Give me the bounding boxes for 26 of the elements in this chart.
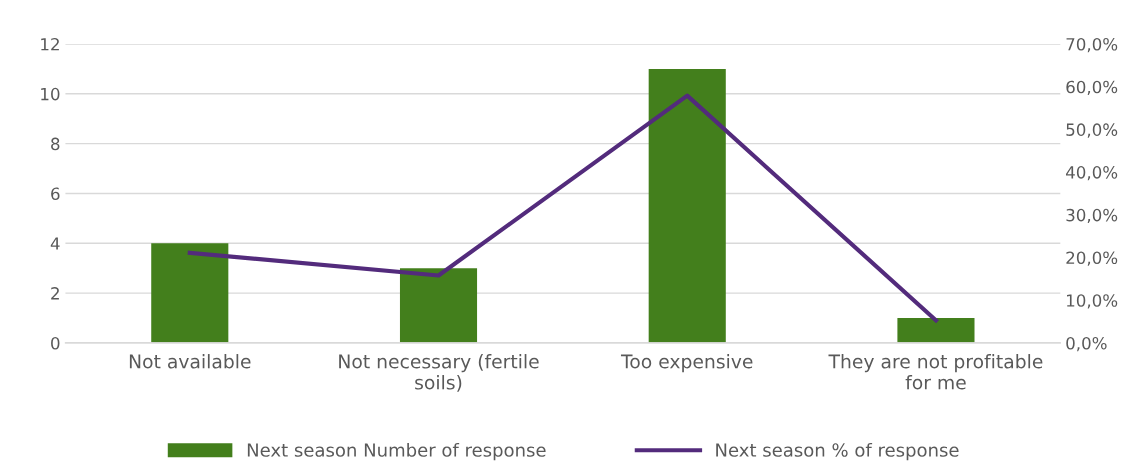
y-tick-label: 6 — [51, 187, 60, 201]
y-tick-label: 8 — [51, 137, 60, 151]
x-tick-label: Not necessary (fertile soils) — [339, 354, 539, 392]
y2-tick-label: 10,0% — [1067, 294, 1118, 309]
x-tick-label: They are not profitable for me — [828, 354, 1043, 390]
legend-label: Next season Number of response — [247, 442, 546, 461]
x-tick-label: Not available — [129, 354, 251, 369]
bar — [897, 318, 975, 343]
y-tick-label: 2 — [51, 287, 59, 300]
bar — [399, 268, 478, 343]
bar — [151, 243, 229, 343]
y2-tick-label: 40,0% — [1066, 166, 1118, 181]
y2-tick-label: 50,0% — [1066, 123, 1118, 138]
y2-tick-label: 0,0% — [1066, 336, 1107, 352]
bar — [648, 68, 726, 343]
y2-tick-label: 30,0% — [1066, 208, 1118, 224]
legend-label: Next season % of response — [716, 442, 959, 461]
line-series — [187, 93, 939, 323]
x-tick-label: Too expensive — [620, 354, 753, 373]
y2-tick-label: 20,0% — [1066, 251, 1118, 266]
y-tick-label: 12 — [41, 37, 59, 51]
y2-tick-label: 70,0% — [1066, 37, 1118, 53]
y-tick-label: 4 — [50, 237, 60, 250]
y-tick-label: 10 — [41, 87, 60, 101]
y-tick-label: 0 — [51, 336, 60, 350]
y2-tick-label: 60,0% — [1066, 80, 1118, 95]
